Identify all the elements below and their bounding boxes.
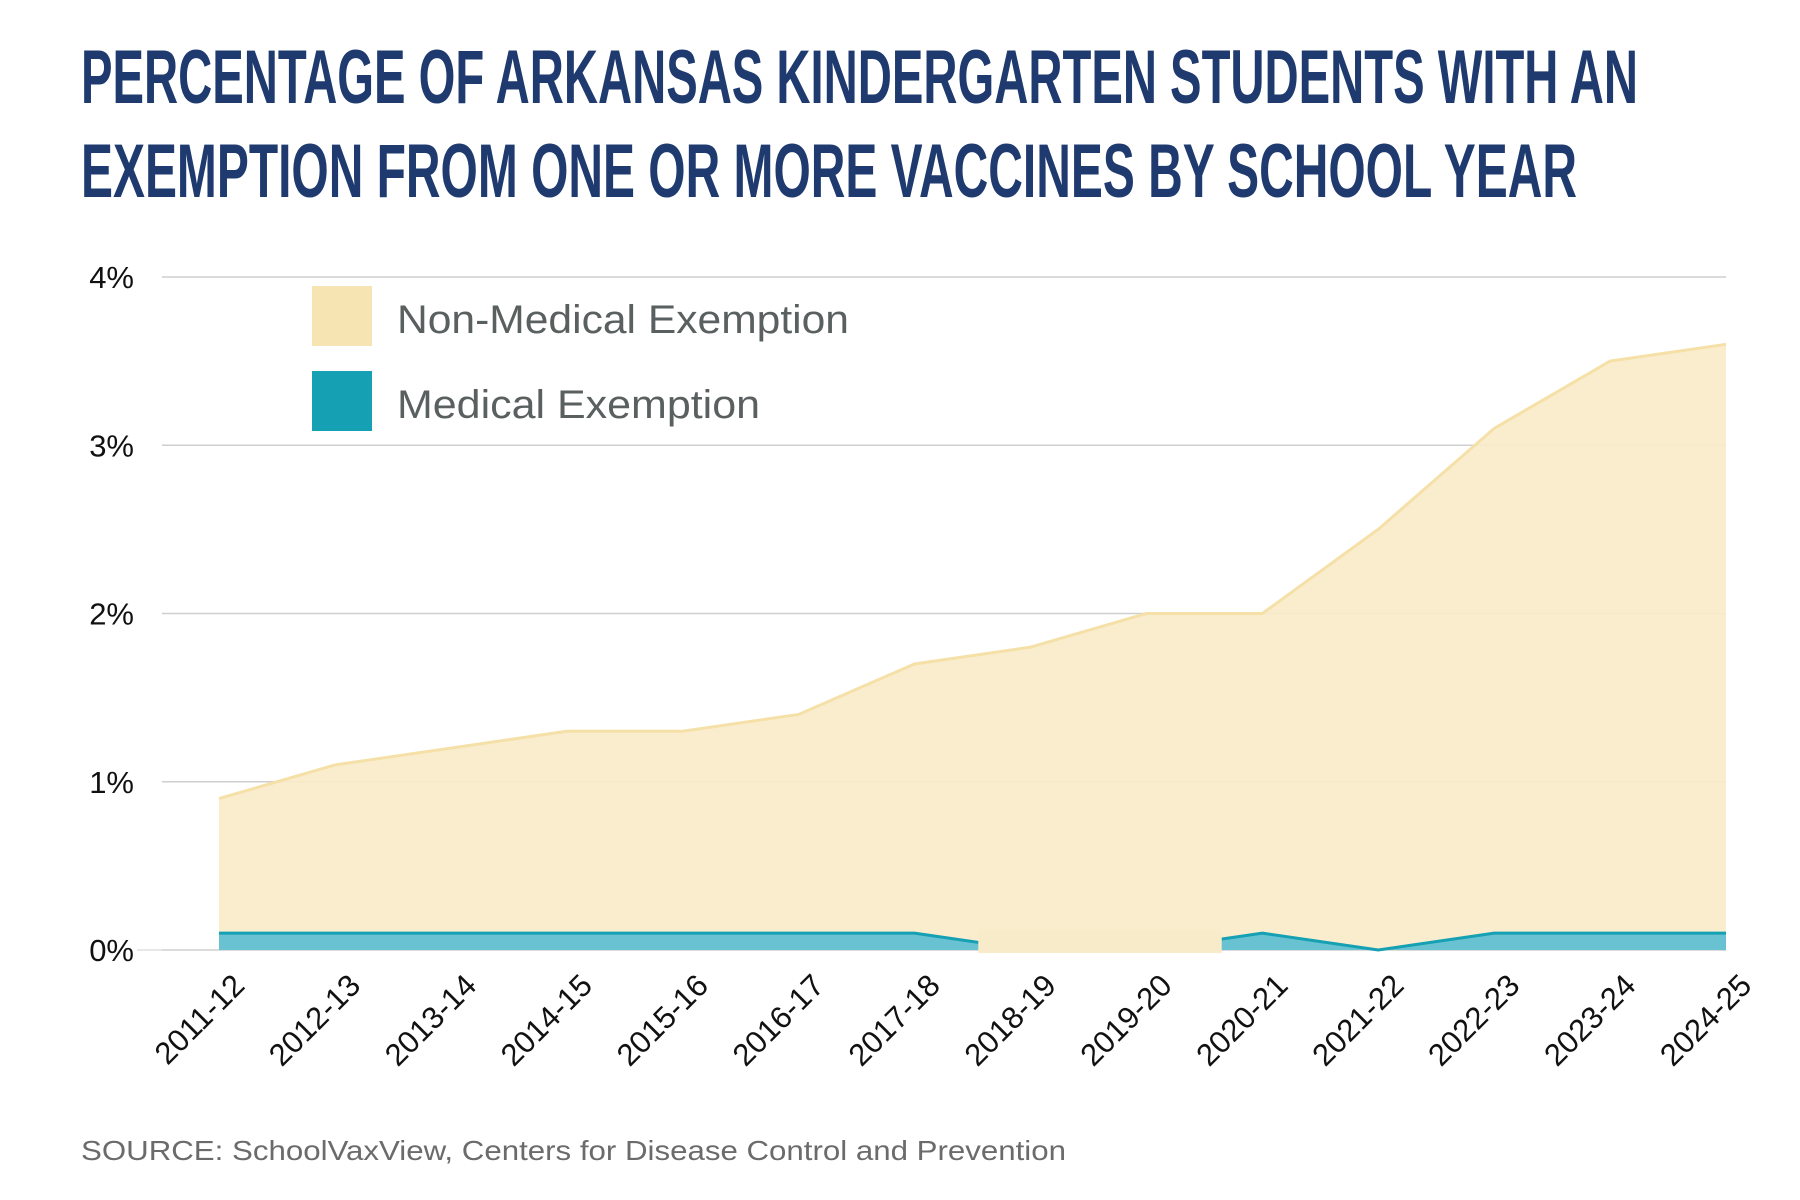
x-axis: 2011-12 2012-13 2013-14 2014-15 2015-16 2016-… — [148, 968, 1759, 1073]
y-tick-label: 2% — [89, 597, 134, 632]
chart-title-line-2: EXEMPTION FROM ONE OR MORE VACCINES BY S… — [81, 129, 1577, 214]
plot-area — [218, 342, 1727, 953]
x-tick-label: 2020-21 — [1189, 968, 1294, 1073]
y-tick-label: 3% — [89, 428, 134, 463]
medical-line — [219, 931, 1726, 952]
legend-label-medical: Medical Exemption — [397, 383, 760, 427]
legend-swatch-non-medical — [312, 286, 372, 346]
source-note: SOURCE: SchoolVaxView, Centers for Disea… — [81, 1135, 1066, 1166]
x-tick-label: 2022-23 — [1421, 968, 1526, 1073]
legend: Non-Medical Exemption Medical Exemption — [312, 286, 849, 431]
x-tick-label: 2015-16 — [610, 968, 715, 1073]
x-tick-label: 2019-20 — [1073, 968, 1178, 1073]
x-tick-label: 2021-22 — [1305, 968, 1410, 1073]
medical-data-gap — [978, 929, 1222, 953]
y-axis: 0% 1% 2% 3% 4% — [89, 260, 134, 968]
x-tick-label: 2024-25 — [1653, 968, 1758, 1073]
non-medical-line — [218, 342, 1727, 801]
x-tick-label: 2013-14 — [378, 968, 483, 1073]
x-tick-label: 2017-18 — [842, 968, 947, 1073]
x-tick-label: 2012-13 — [262, 968, 367, 1073]
x-tick-label: 2014-15 — [494, 968, 599, 1073]
x-tick-label: 2018-19 — [958, 968, 1063, 1073]
y-tick-label: 0% — [89, 933, 134, 968]
x-tick-label: 2011-12 — [148, 968, 252, 1072]
non-medical-area — [219, 344, 1726, 950]
x-tick-label: 2023-24 — [1537, 968, 1642, 1073]
legend-swatch-medical — [312, 371, 372, 431]
y-tick-label: 1% — [89, 765, 134, 800]
x-tick-label: 2016-17 — [726, 968, 831, 1073]
legend-label-non-medical: Non-Medical Exemption — [397, 298, 849, 342]
y-tick-label: 4% — [89, 260, 134, 295]
chart-title-line-1: PERCENTAGE OF ARKANSAS KINDERGARTEN STUD… — [81, 35, 1638, 120]
